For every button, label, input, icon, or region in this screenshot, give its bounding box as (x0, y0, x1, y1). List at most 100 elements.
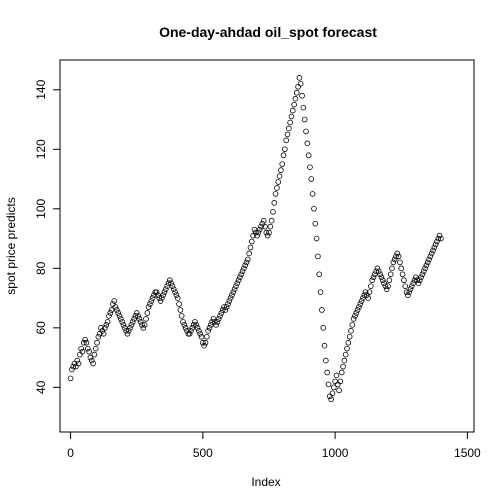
data-point (353, 310, 360, 316)
data-point (415, 280, 422, 287)
data-point (188, 328, 194, 334)
data-point (140, 325, 147, 331)
data-point (174, 295, 181, 301)
data-point (295, 83, 301, 90)
data-point (256, 226, 263, 233)
data-point (432, 241, 439, 248)
data-point (414, 277, 420, 284)
data-point (70, 363, 77, 370)
y-tick-label: 120 (34, 139, 48, 159)
data-point (107, 310, 114, 316)
data-point (104, 319, 111, 325)
data-point (180, 319, 186, 325)
data-point (136, 316, 143, 322)
data-point (333, 372, 340, 379)
data-point (274, 185, 280, 191)
data-point (316, 271, 323, 278)
data-point (386, 277, 393, 284)
data-point (197, 330, 204, 337)
data-point (115, 310, 121, 316)
data-point (267, 223, 274, 230)
data-point (352, 313, 358, 319)
data-point (231, 286, 238, 292)
data-point (202, 339, 209, 346)
data-point (213, 322, 219, 328)
data-point (204, 333, 210, 340)
data-point (209, 319, 215, 325)
data-point (258, 223, 264, 230)
data-point (139, 322, 145, 328)
data-point (362, 289, 369, 295)
y-axis-label: spot price predicts (4, 197, 18, 294)
data-point (100, 330, 107, 337)
data-point (205, 328, 211, 334)
data-point (377, 271, 383, 278)
data-point (118, 316, 124, 322)
data-point (123, 328, 129, 334)
data-point (266, 229, 272, 236)
data-point (226, 298, 233, 304)
data-point (435, 235, 442, 242)
data-point (221, 304, 227, 310)
data-point (366, 289, 373, 295)
data-point (125, 328, 132, 334)
data-point (227, 295, 234, 301)
data-point (397, 259, 403, 266)
data-point (340, 363, 346, 370)
data-point (248, 238, 255, 245)
data-point (166, 277, 173, 284)
data-point (416, 277, 423, 284)
data-point (385, 283, 391, 289)
data-point (325, 381, 332, 388)
data-point (430, 247, 436, 254)
data-point (356, 304, 362, 310)
data-point (181, 322, 188, 328)
data-point (321, 342, 328, 349)
data-point (148, 298, 155, 304)
data-point (324, 369, 330, 376)
data-point (243, 259, 250, 266)
data-point (92, 345, 99, 352)
y-tick-label: 80 (34, 261, 48, 275)
data-point (330, 384, 337, 391)
data-point (110, 301, 116, 307)
data-point (279, 161, 286, 167)
data-point (259, 220, 266, 227)
data-point (297, 81, 304, 87)
data-point (196, 328, 202, 334)
data-point (370, 274, 377, 281)
data-point (149, 295, 156, 301)
data-point (135, 313, 141, 319)
data-point (406, 289, 412, 295)
data-point (86, 348, 92, 355)
data-point (334, 381, 341, 388)
data-point (349, 322, 356, 328)
data-point (230, 289, 237, 295)
data-point (163, 286, 169, 292)
data-point (168, 280, 174, 287)
data-point (422, 265, 428, 272)
data-point (399, 271, 406, 278)
data-point (147, 301, 153, 307)
data-point (207, 322, 214, 328)
x-axis: 0 500 1000 1500 (67, 431, 481, 460)
data-point (144, 310, 151, 316)
data-point (133, 310, 140, 316)
data-point (286, 125, 292, 132)
data-point (156, 295, 163, 301)
data-point (235, 277, 242, 284)
data-point (247, 244, 254, 251)
y-tick-label: 100 (34, 198, 48, 218)
data-point (75, 360, 82, 367)
data-point (327, 393, 333, 400)
data-point (102, 325, 108, 331)
data-point (407, 286, 414, 292)
data-point (122, 325, 128, 331)
data-point (284, 131, 291, 138)
data-point (200, 339, 206, 346)
data-point (313, 235, 320, 242)
data-point (95, 333, 102, 340)
data-point (172, 289, 178, 295)
data-point (141, 322, 148, 328)
